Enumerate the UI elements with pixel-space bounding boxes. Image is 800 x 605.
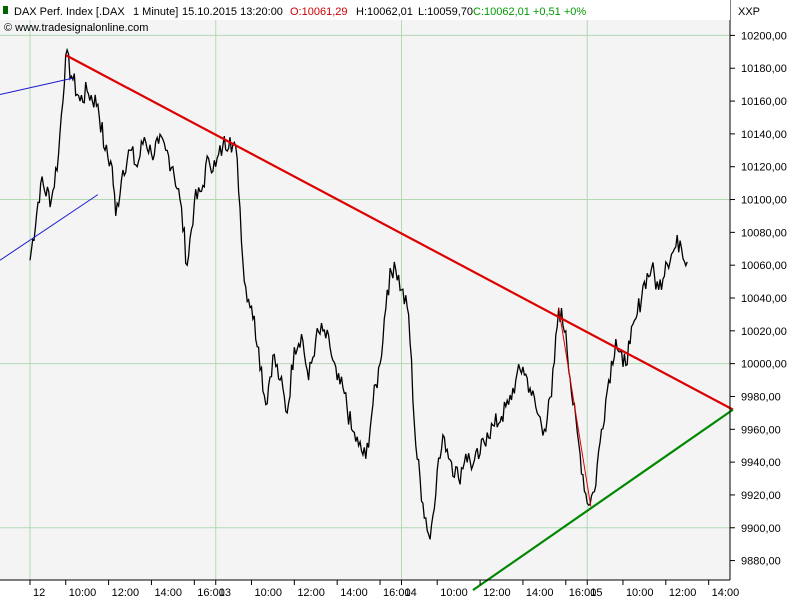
x-tick-label: 14:00 — [154, 587, 182, 599]
x-tick-label: 12:00 — [483, 587, 511, 599]
y-tick-label: 10200,00 — [741, 30, 787, 42]
price-line — [29, 47, 688, 540]
x-tick-label: 12:00 — [112, 587, 140, 599]
plot-background — [0, 0, 730, 580]
x-tick-label: 14:00 — [526, 587, 554, 599]
trend-lines — [0, 54, 734, 592]
y-tick-label: 9900,00 — [741, 523, 781, 535]
x-tick-label: 13 — [219, 587, 231, 599]
x-tick-label: 10:00 — [254, 587, 282, 599]
y-tick-label: 10000,00 — [741, 359, 787, 371]
header-symbol: DAX Perf. Index [.DAX — [14, 6, 125, 18]
y-tick-label: 10140,00 — [741, 129, 787, 141]
resistance-trendline — [65, 54, 734, 411]
price-series — [29, 47, 688, 540]
x-tick-label: 16:00 — [569, 587, 597, 599]
grid-lines — [0, 20, 730, 580]
y-tick-label: 10080,00 — [741, 227, 787, 239]
x-tick-label: 14:00 — [712, 587, 740, 599]
x-tick-label: 16:00 — [383, 587, 411, 599]
x-tick-label: 15 — [590, 587, 602, 599]
drop-marker-line — [558, 307, 592, 507]
x-tick-label: 12:00 — [297, 587, 325, 599]
header-low: L:10059,70 — [418, 6, 473, 18]
y-tick-label: 10060,00 — [741, 260, 787, 272]
y-tick-label: 9960,00 — [741, 424, 781, 436]
header-bar — [0, 0, 730, 20]
x-tick-label: 10:00 — [626, 587, 654, 599]
x-tick-label: 16:00 — [197, 587, 225, 599]
y-tick-label: 10040,00 — [741, 293, 787, 305]
y-tick-label: 10180,00 — [741, 63, 787, 75]
y-tick-label: 10160,00 — [741, 96, 787, 108]
y-tick-label: 9940,00 — [741, 457, 781, 469]
header-interval: 1 Minute] — [133, 6, 178, 18]
axis-code: XXP — [738, 6, 760, 18]
y-tick-label: 10020,00 — [741, 326, 787, 338]
x-tick-label: 10:00 — [440, 587, 468, 599]
x-tick-label: 12:00 — [669, 587, 697, 599]
x-tick-label: 14 — [404, 587, 416, 599]
header-open: O:10061,29 — [290, 6, 348, 18]
y-tick-label: 9920,00 — [741, 490, 781, 502]
y-tick-label: 10100,00 — [741, 195, 787, 207]
x-tick-label: 12 — [33, 587, 45, 599]
y-tick-label: 9880,00 — [741, 556, 781, 568]
y-tick-label: 9980,00 — [741, 391, 781, 403]
header-close-change: C:10062,01 +0,51 +0% — [473, 6, 586, 18]
y-axis-ticks: 9880,00 9900,00 9920,00 9940,00 9960,00 9980,… — [730, 30, 787, 568]
header-datetime: 15.10.2015 13:20:00 — [182, 6, 283, 18]
header-high: H:10062,01 — [356, 6, 413, 18]
x-tick-label: 10:00 — [69, 587, 97, 599]
y-tick-label: 10120,00 — [741, 162, 787, 174]
channel-lower-line — [0, 194, 99, 261]
support-trendline — [472, 408, 734, 592]
channel-upper-line — [0, 77, 73, 95]
x-tick-label: 14:00 — [340, 587, 368, 599]
watermark-text: © www.tradesignalonline.com — [4, 22, 148, 34]
header-marker-icon — [3, 6, 8, 14]
